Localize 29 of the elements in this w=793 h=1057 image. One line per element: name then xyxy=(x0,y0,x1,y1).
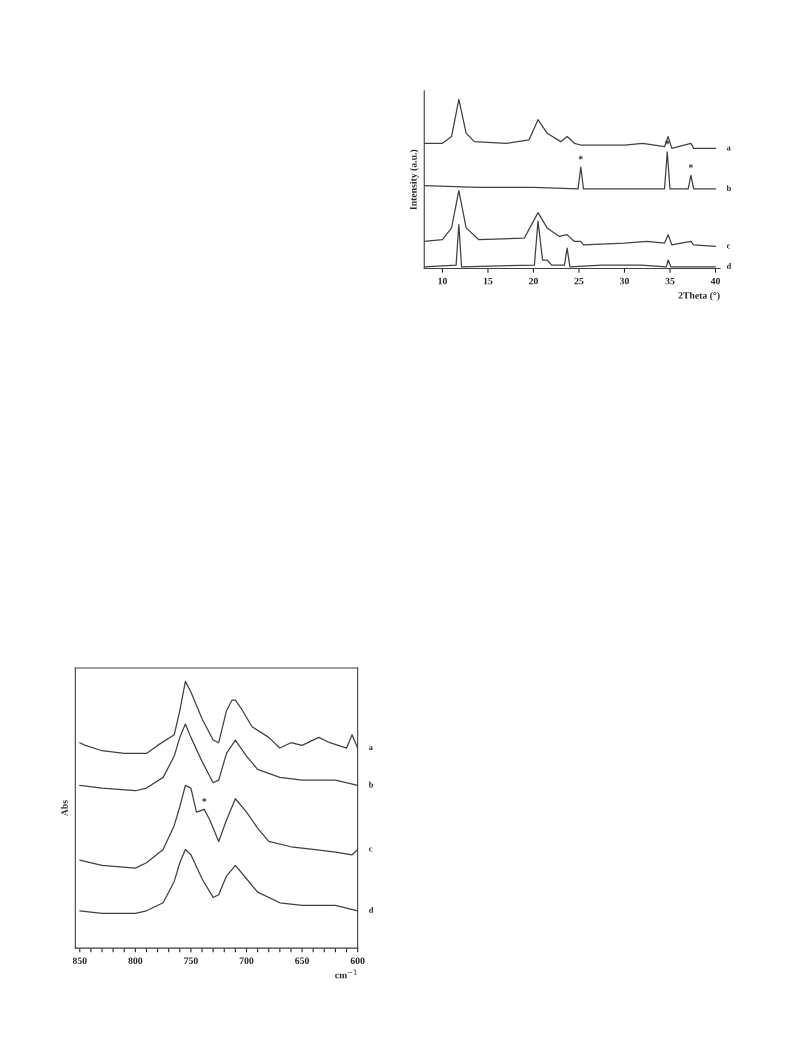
x-tick-label: 20 xyxy=(529,277,538,285)
x-tick-label: 10 xyxy=(438,277,447,285)
series-label: b xyxy=(368,781,374,788)
x-tick-label: 700 xyxy=(239,957,254,964)
x-tick-label: 25 xyxy=(574,277,584,285)
x-tick-label: 15 xyxy=(483,277,493,285)
annotation: * xyxy=(665,140,670,145)
series-label: c xyxy=(369,847,373,852)
series-label: a xyxy=(369,746,373,751)
x-tick-label: 650 xyxy=(295,957,309,964)
x-tick-label: 850 xyxy=(72,957,87,964)
y-axis-title: Abs xyxy=(60,800,68,817)
x-axis-title: 2Theta (°) xyxy=(678,291,720,301)
x-tick-label: 30 xyxy=(619,277,629,285)
x-tick-label: 750 xyxy=(184,957,198,964)
x-axis-title: cm$^{−1}$ xyxy=(335,969,357,979)
annotation: * xyxy=(202,798,207,802)
x-tick-label: 600 xyxy=(350,957,365,964)
annotation: * xyxy=(688,164,693,168)
x-tick-label: 800 xyxy=(128,957,143,964)
series-label: a xyxy=(726,146,731,151)
y-axis-title: Intensity (a.u.) xyxy=(409,149,419,210)
series-label: d xyxy=(369,907,374,913)
x-tick-label: 40 xyxy=(710,277,720,285)
annotation: * xyxy=(578,155,583,160)
series-label: d xyxy=(726,263,732,269)
x-tick-label: 35 xyxy=(665,277,675,285)
series-label: c xyxy=(726,244,731,249)
series-label: b xyxy=(726,185,731,192)
